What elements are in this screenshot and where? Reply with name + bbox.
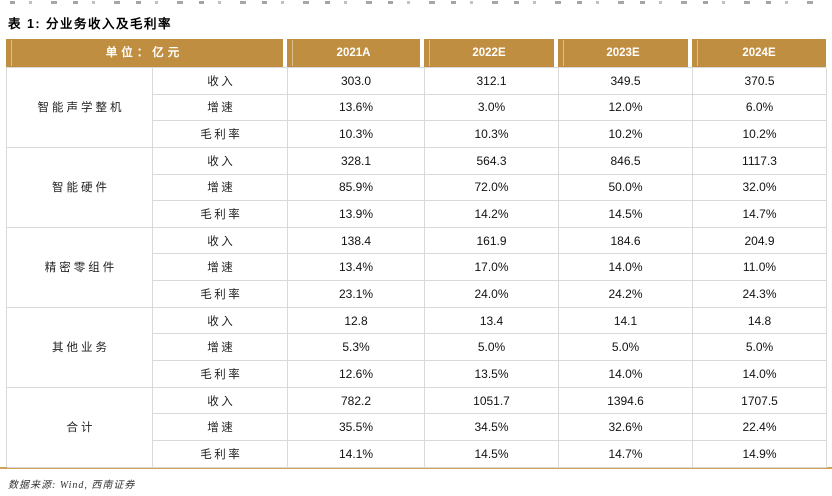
row-label-cell: 增速	[153, 174, 288, 202]
value-cell: 14.7%	[693, 201, 827, 228]
value-cell: 10.3%	[425, 121, 559, 148]
value-cell: 328.1	[288, 147, 425, 175]
value-cell: 1707.5	[693, 387, 827, 415]
value-cell: 564.3	[425, 147, 559, 175]
row-label-cell: 毛利率	[153, 361, 288, 388]
data-source: 数据来源: Wind, 西南证券	[8, 479, 136, 491]
value-cell: 85.9%	[288, 174, 425, 202]
value-cell: 14.1	[559, 307, 693, 335]
group-label-cell: 智能声学整机	[7, 68, 153, 148]
value-cell: 24.2%	[559, 281, 693, 308]
value-cell: 32.0%	[693, 174, 827, 202]
value-cell: 22.4%	[693, 414, 827, 441]
value-cell: 14.0%	[559, 254, 693, 282]
value-cell: 10.2%	[559, 121, 693, 148]
value-cell: 13.6%	[288, 94, 425, 122]
row-label-cell: 收入	[153, 68, 288, 95]
year-header-2023e: 2023E	[558, 39, 688, 67]
value-cell: 782.2	[288, 387, 425, 415]
row-label-cell: 增速	[153, 334, 288, 362]
row-label-cell: 收入	[153, 227, 288, 255]
row-label-cell: 收入	[153, 147, 288, 175]
row-label-cell: 收入	[153, 387, 288, 415]
value-cell: 3.0%	[425, 94, 559, 122]
group-label-cell: 智能硬件	[7, 147, 153, 228]
table-header-row: 单位：亿元 2021A 2022E 2023E 2024E	[6, 39, 826, 67]
year-header-2024e: 2024E	[692, 39, 826, 67]
value-cell: 370.5	[693, 68, 827, 95]
value-cell: 17.0%	[425, 254, 559, 282]
row-label-cell: 毛利率	[153, 281, 288, 308]
row-label-cell: 毛利率	[153, 440, 288, 468]
value-cell: 14.8	[693, 307, 827, 335]
value-cell: 23.1%	[288, 281, 425, 308]
value-cell: 312.1	[425, 68, 559, 95]
value-cell: 204.9	[693, 227, 827, 255]
value-cell: 14.0%	[559, 361, 693, 388]
year-header-2021a: 2021A	[287, 39, 420, 67]
value-cell: 349.5	[559, 68, 693, 95]
value-cell: 5.0%	[559, 334, 693, 362]
value-cell: 32.6%	[559, 414, 693, 441]
value-cell: 14.5%	[425, 440, 559, 468]
value-cell: 13.9%	[288, 201, 425, 228]
group-label-cell: 其他业务	[7, 307, 153, 388]
value-cell: 5.0%	[693, 334, 827, 362]
row-label-cell: 毛利率	[153, 121, 288, 148]
value-cell: 14.5%	[559, 201, 693, 228]
value-cell: 13.4%	[288, 254, 425, 282]
value-cell: 24.3%	[693, 281, 827, 308]
value-cell: 5.3%	[288, 334, 425, 362]
row-label-cell: 增速	[153, 414, 288, 441]
table-title: 表 1: 分业务收入及毛利率	[8, 17, 173, 31]
value-cell: 50.0%	[559, 174, 693, 202]
value-cell: 14.9%	[693, 440, 827, 468]
value-cell: 161.9	[425, 227, 559, 255]
value-cell: 846.5	[559, 147, 693, 175]
value-cell: 138.4	[288, 227, 425, 255]
value-cell: 1117.3	[693, 147, 827, 175]
row-label-cell: 毛利率	[153, 201, 288, 228]
value-cell: 10.3%	[288, 121, 425, 148]
value-cell: 13.4	[425, 307, 559, 335]
value-cell: 12.8	[288, 307, 425, 335]
value-cell: 24.0%	[425, 281, 559, 308]
value-cell: 1051.7	[425, 387, 559, 415]
group-label-cell: 合计	[7, 387, 153, 468]
table-bottom-rule	[0, 466, 832, 469]
value-cell: 1394.6	[559, 387, 693, 415]
value-cell: 303.0	[288, 68, 425, 95]
data-table: 单位：亿元 2021A 2022E 2023E 2024E 智能声学整机 收入 …	[6, 39, 827, 468]
value-cell: 14.0%	[693, 361, 827, 388]
value-cell: 14.7%	[559, 440, 693, 468]
value-cell: 6.0%	[693, 94, 827, 122]
value-cell: 12.0%	[559, 94, 693, 122]
value-cell: 35.5%	[288, 414, 425, 441]
value-cell: 13.5%	[425, 361, 559, 388]
value-cell: 5.0%	[425, 334, 559, 362]
group-label-cell: 精密零组件	[7, 227, 153, 308]
unit-header-cell: 单位：亿元	[6, 39, 283, 67]
value-cell: 11.0%	[693, 254, 827, 282]
year-header-2022e: 2022E	[424, 39, 554, 67]
value-cell: 12.6%	[288, 361, 425, 388]
table-body: 智能声学整机 收入 303.0 312.1 349.5 370.5 增速 13.…	[6, 67, 827, 468]
value-cell: 14.2%	[425, 201, 559, 228]
row-label-cell: 增速	[153, 94, 288, 122]
value-cell: 10.2%	[693, 121, 827, 148]
row-label-cell: 收入	[153, 307, 288, 335]
value-cell: 184.6	[559, 227, 693, 255]
clipped-text-fragments	[10, 1, 826, 4]
value-cell: 72.0%	[425, 174, 559, 202]
value-cell: 14.1%	[288, 440, 425, 468]
row-label-cell: 增速	[153, 254, 288, 282]
value-cell: 34.5%	[425, 414, 559, 441]
